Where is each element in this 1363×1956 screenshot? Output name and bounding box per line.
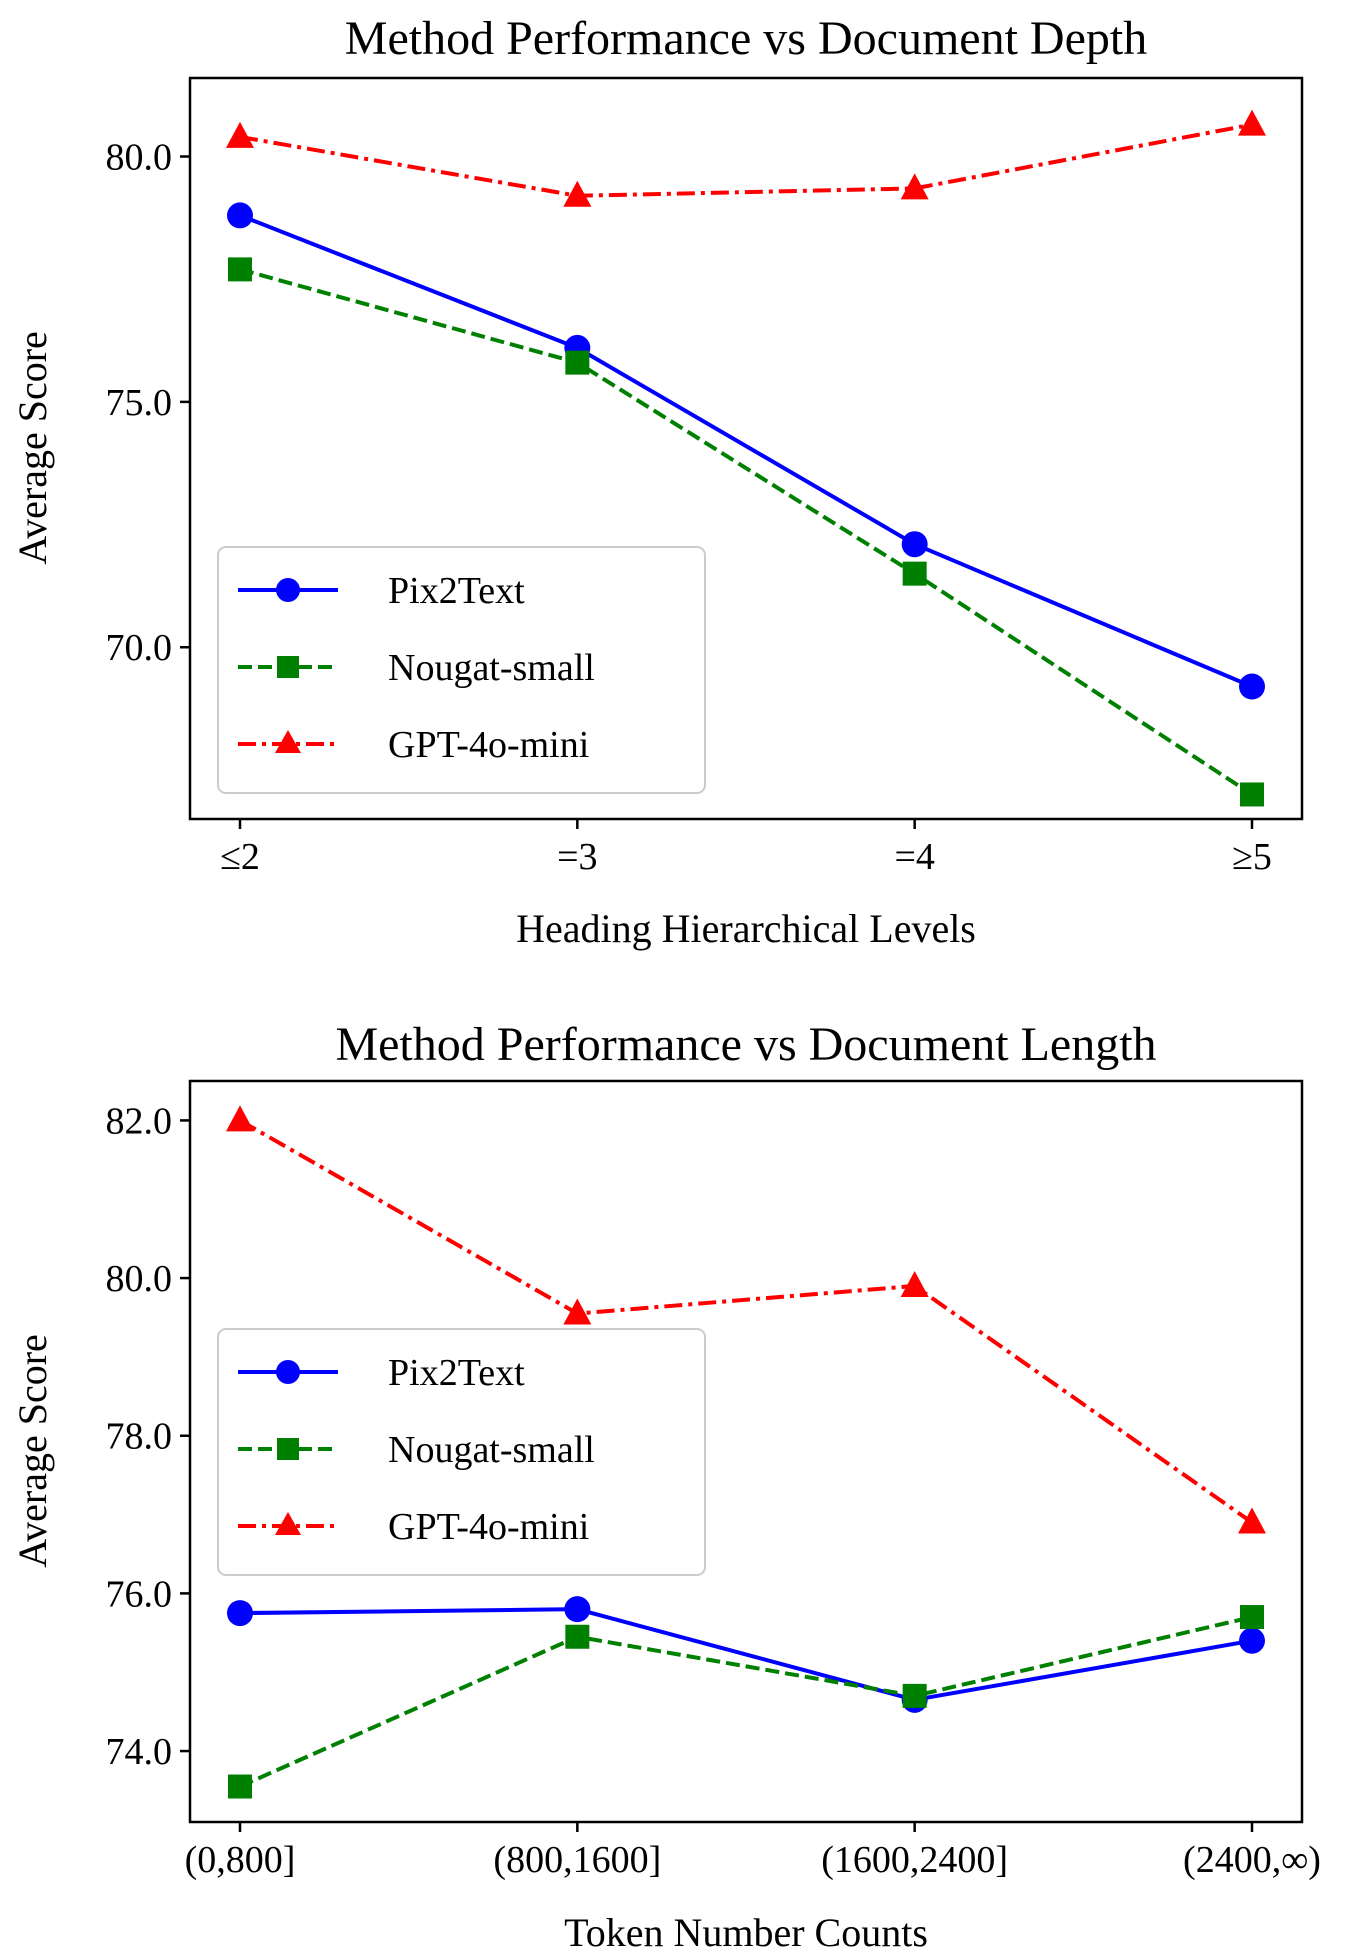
x-tick-label: (0,800]: [185, 1839, 296, 1881]
legend-marker-square: [277, 656, 299, 678]
data-point-gpt-4o-mini: [563, 180, 592, 207]
series-line-gpt-4o-mini: [239, 1118, 1254, 1525]
data-point-gpt-4o-mini: [1238, 1507, 1266, 1534]
legend-entry-nougat-small: Nougat-small: [238, 1429, 595, 1471]
legend-label-gpt-4o-mini: GPT-4o-mini: [388, 724, 589, 766]
y-tick-label: 80.0: [106, 1258, 173, 1300]
chart-title: Method Performance vs Document Depth: [345, 12, 1147, 65]
legend-label-gpt-4o-mini: GPT-4o-mini: [388, 1506, 589, 1548]
plot-frame: [188, 76, 1304, 821]
data-point-gpt-4o-mini: [226, 1105, 254, 1132]
x-tick-label: =3: [557, 836, 597, 878]
data-point-gpt-4o-mini: [1238, 109, 1266, 136]
y-tick-label: 74.0: [106, 1731, 173, 1773]
data-point-nougat-small: [1240, 1605, 1264, 1630]
x-tick-label: (1600,2400]: [821, 1839, 1008, 1881]
data-point-pix2text: [901, 531, 928, 558]
y-tick-label: 75.0: [106, 382, 173, 424]
chart-title: Method Performance vs Document Length: [335, 1018, 1156, 1071]
y-tick-label: 78.0: [106, 1416, 173, 1458]
y-tick-label: 70.0: [106, 627, 173, 669]
legend: Pix2Text Nougat-small GPT-4o-mini: [217, 546, 706, 794]
data-point-gpt-4o-mini: [563, 1298, 592, 1325]
series-line-gpt-4o-mini: [239, 122, 1253, 198]
series-line-nougat-small: [239, 267, 1254, 797]
legend-marker-square: [277, 1438, 299, 1460]
legend-label-nougat-small: Nougat-small: [388, 647, 595, 689]
y-axis-label: Average Score: [10, 1334, 55, 1568]
series-layer: [226, 109, 1266, 807]
chart-length: Method Performance vs Document Length 74…: [10, 1018, 1321, 1955]
legend-label-nougat-small: Nougat-small: [388, 1429, 595, 1471]
x-axis-label: Heading Hierarchical Levels: [516, 906, 976, 951]
data-point-gpt-4o-mini: [226, 121, 254, 148]
plot-frame: [188, 1079, 1304, 1824]
data-point-pix2text: [227, 202, 253, 229]
x-axis-label: Token Number Counts: [564, 1910, 928, 1955]
x-tick-label: ≥5: [1232, 836, 1272, 878]
data-point-nougat-small: [228, 1774, 252, 1799]
series-line-nougat-small: [239, 1615, 1253, 1789]
data-point-nougat-small: [228, 257, 252, 282]
data-point-pix2text: [564, 1596, 591, 1623]
legend-box: [217, 546, 706, 794]
data-point-pix2text: [1239, 1627, 1265, 1654]
x-axis: (0,800] (800,1600] (1600,2400] (2400,∞): [185, 1822, 1321, 1881]
series-layer: [226, 1105, 1266, 1799]
legend-entry-pix2text: Pix2Text: [238, 1352, 525, 1394]
legend-marker-triangle: [275, 1512, 301, 1535]
y-tick-label: 82.0: [106, 1100, 173, 1142]
data-point-pix2text: [227, 1600, 253, 1627]
x-axis: ≤2 =3 =4 ≥5: [220, 819, 1272, 878]
x-tick-label: (800,1600]: [493, 1839, 661, 1881]
y-axis-label: Average Score: [10, 331, 55, 565]
legend-marker-circle: [276, 578, 300, 602]
y-axis: 74.0 76.0 78.0 80.0 82.0: [106, 1100, 190, 1773]
legend-label-pix2text: Pix2Text: [388, 570, 525, 612]
legend-entry-gpt-4o-mini: GPT-4o-mini: [238, 1506, 589, 1548]
data-point-pix2text: [1239, 673, 1265, 700]
data-point-gpt-4o-mini: [900, 173, 929, 200]
x-tick-label: (2400,∞): [1183, 1839, 1321, 1881]
x-tick-label: ≤2: [220, 836, 260, 878]
data-point-nougat-small: [902, 1683, 927, 1708]
legend-entry-nougat-small: Nougat-small: [238, 647, 595, 689]
legend-entry-pix2text: Pix2Text: [238, 570, 525, 612]
legend-label-pix2text: Pix2Text: [388, 1352, 525, 1394]
y-tick-label: 76.0: [106, 1573, 173, 1615]
series-line-pix2text: [239, 213, 1253, 689]
legend-marker-circle: [276, 1360, 300, 1384]
legend-box: [217, 1328, 706, 1576]
legend: Pix2Text Nougat-small GPT-4o-mini: [217, 1328, 706, 1576]
y-axis: 70.0 75.0 80.0: [106, 137, 190, 669]
series-line-pix2text: [239, 1607, 1253, 1702]
legend-marker-triangle: [275, 730, 301, 753]
data-point-nougat-small: [565, 350, 590, 375]
x-tick-label: =4: [894, 836, 934, 878]
y-tick-label: 80.0: [106, 137, 173, 179]
chart-depth: Method Performance vs Document Depth 70.…: [10, 12, 1304, 951]
data-point-nougat-small: [565, 1624, 590, 1649]
data-point-gpt-4o-mini: [900, 1270, 929, 1297]
legend-entry-gpt-4o-mini: GPT-4o-mini: [238, 724, 589, 766]
data-point-nougat-small: [902, 561, 927, 586]
data-point-nougat-small: [1240, 782, 1264, 807]
